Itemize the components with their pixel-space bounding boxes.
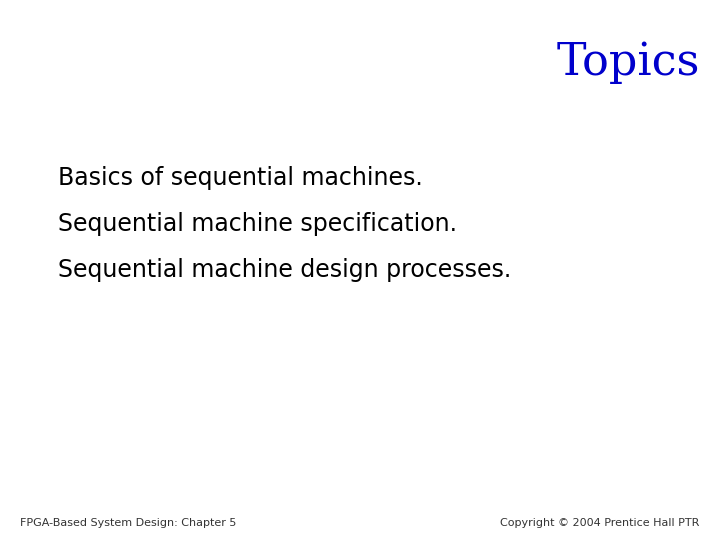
Text: Topics: Topics xyxy=(557,40,700,84)
Text: Sequential machine design processes.: Sequential machine design processes. xyxy=(58,258,511,282)
Text: Copyright © 2004 Prentice Hall PTR: Copyright © 2004 Prentice Hall PTR xyxy=(500,518,700,528)
Text: Basics of sequential machines.: Basics of sequential machines. xyxy=(58,166,423,190)
Text: Sequential machine specification.: Sequential machine specification. xyxy=(58,212,456,236)
Text: FPGA-Based System Design: Chapter 5: FPGA-Based System Design: Chapter 5 xyxy=(20,518,237,528)
